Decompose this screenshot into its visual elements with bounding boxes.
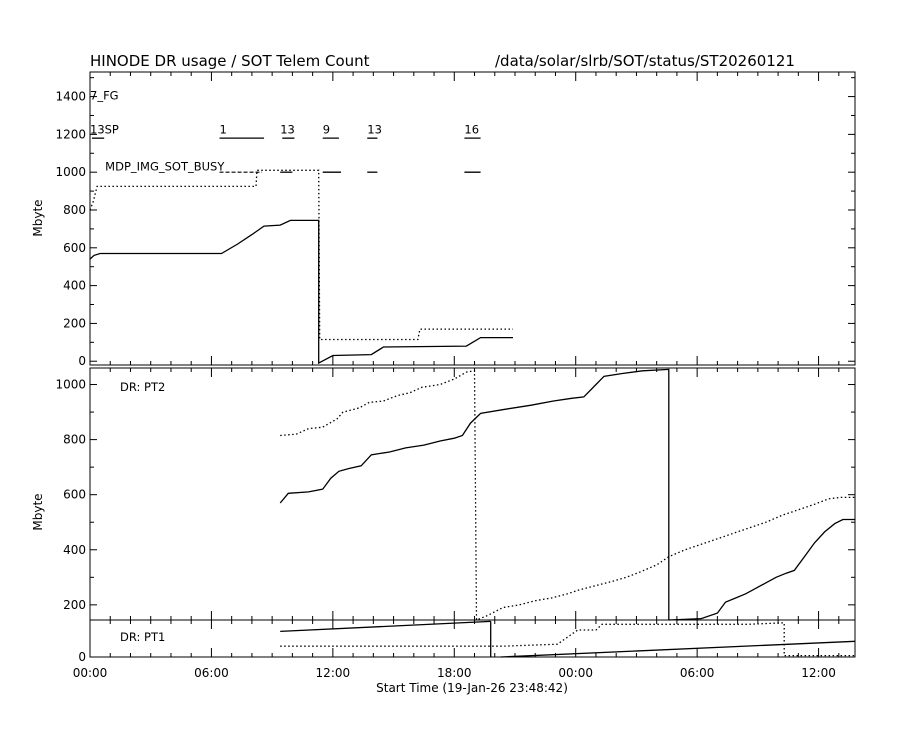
x-tick-label: 06:00 bbox=[680, 666, 715, 680]
pt1-y-tick-label: 0 bbox=[78, 650, 86, 664]
top-y-tick-label: 800 bbox=[63, 203, 86, 217]
x-tick-label: 00:00 bbox=[73, 666, 108, 680]
top-annotation: 13 bbox=[280, 122, 295, 136]
pt2-y-axis-label: Mbyte bbox=[31, 493, 45, 530]
top-y-tick-label: 600 bbox=[63, 241, 86, 255]
pt2-y-tick-label: 200 bbox=[63, 598, 86, 612]
top-y-tick-label: 400 bbox=[63, 279, 86, 293]
pt2-y-tick-label: 600 bbox=[63, 488, 86, 502]
pt2-series-0-line bbox=[279, 368, 670, 620]
pt2-series-1-line bbox=[280, 370, 855, 621]
x-tick-label: 06:00 bbox=[194, 666, 229, 680]
pt1-series-0-line bbox=[280, 620, 491, 633]
top-annotation: 1 bbox=[220, 122, 227, 136]
top-annotation: 7_FG bbox=[90, 88, 119, 102]
top-annotation: MDP_IMG_SOT_BUSY bbox=[105, 159, 225, 173]
top-y-tick-label: 1000 bbox=[55, 165, 86, 179]
top-annotation: 13 bbox=[367, 122, 382, 136]
x-tick-label: 12:00 bbox=[801, 666, 836, 680]
top-annotation: 13SP bbox=[90, 122, 119, 136]
x-axis-label: Start Time (19-Jan-26 23:48:42) bbox=[376, 681, 568, 695]
top-y-tick-label: 0 bbox=[78, 354, 86, 368]
pt2-series-2-line bbox=[668, 518, 855, 621]
top-series-0-line bbox=[89, 219, 513, 365]
top-annotation: 16 bbox=[464, 122, 479, 136]
top-y-tick-label: 1400 bbox=[55, 90, 86, 104]
data-path: /data/solar/slrb/SOT/status/ST20260121 bbox=[495, 52, 795, 70]
top-series-1-line bbox=[89, 169, 513, 341]
pt2-label: DR: PT2 bbox=[120, 380, 165, 394]
axis-ticks-layer: 0200400600800100012001400200400600800100… bbox=[55, 72, 855, 680]
pt2-y-tick-label: 800 bbox=[63, 433, 86, 447]
pt2-y-tick-label: 400 bbox=[63, 543, 86, 557]
top-y-tick-label: 200 bbox=[63, 316, 86, 330]
x-tick-label: 18:00 bbox=[437, 666, 472, 680]
top-y-tick-label: 1200 bbox=[55, 127, 86, 141]
data-marks-layer: 7_FG 13SP 1 13 9 13 16 MDP_IMG_SOT_BUSY bbox=[89, 88, 856, 658]
panel-pt1-frame bbox=[89, 619, 856, 658]
pt1-label: DR: PT1 bbox=[120, 630, 165, 644]
panel-pt2-frame bbox=[89, 367, 856, 621]
pt1-series-2-line bbox=[280, 622, 855, 657]
pt2-y-tick-label: 1000 bbox=[55, 378, 86, 392]
top-y-axis-label: Mbyte bbox=[31, 199, 45, 236]
top-annotation: 9 bbox=[323, 122, 330, 136]
panel-top-frame bbox=[89, 71, 856, 366]
pt1-series-3-line bbox=[500, 640, 856, 658]
x-tick-label: 12:00 bbox=[316, 666, 351, 680]
x-tick-label: 00:00 bbox=[558, 666, 593, 680]
figure-title: HINODE DR usage / SOT Telem Count bbox=[90, 52, 370, 70]
